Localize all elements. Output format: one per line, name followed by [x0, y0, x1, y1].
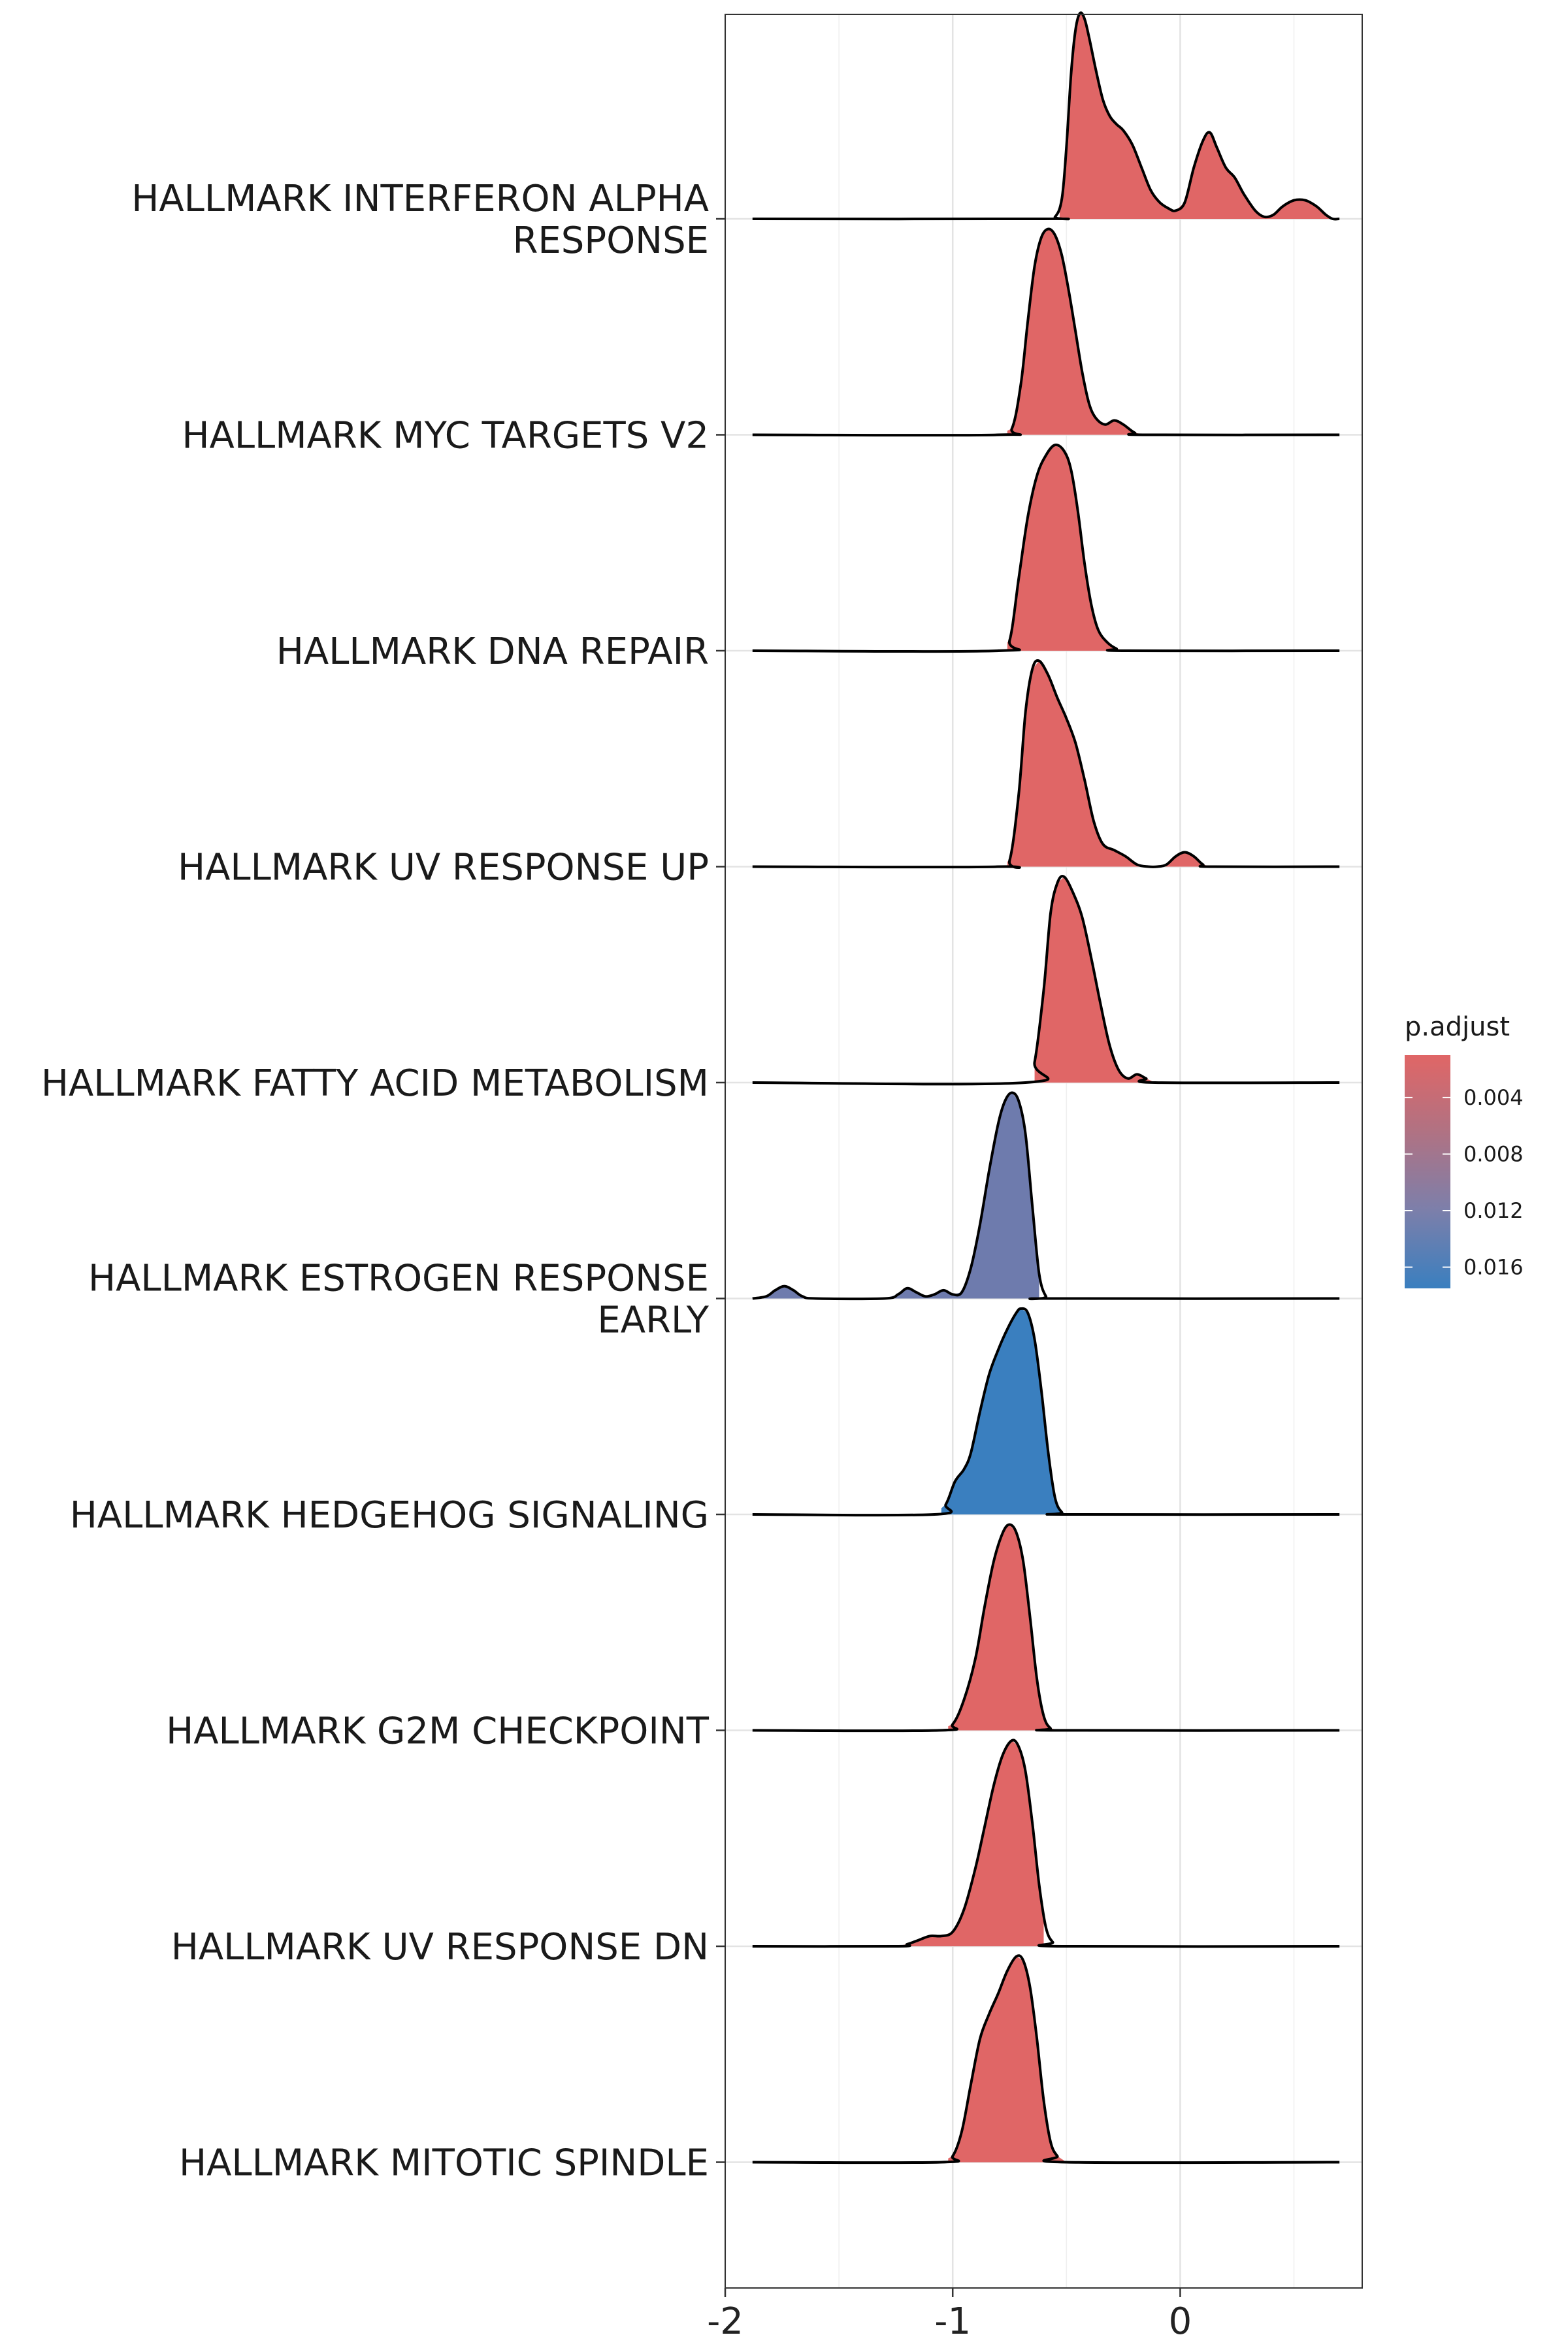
ridge-outline [752, 1307, 1340, 1517]
ridge-fill [948, 1956, 1067, 2163]
y-category-label: HALLMARK HEDGEHOG SIGNALING [70, 1494, 709, 1537]
ridge-10 [752, 1954, 1340, 2164]
y-category-label: HALLMARK UV RESPONSE UP [178, 847, 709, 889]
y-category-label: HALLMARK G2M CHECKPOINT [166, 1710, 710, 1753]
legend-tick-label: 0.004 [1463, 1085, 1524, 1110]
ridge-fill [1007, 445, 1135, 651]
ridge-outline [752, 875, 1340, 1086]
legend-tick-label: 0.012 [1463, 1198, 1524, 1223]
legend: p.adjust 0.004 0.008 0.012 0.016 [1405, 1012, 1524, 1288]
panel-border [725, 14, 1363, 2289]
ridge-7 [752, 1307, 1340, 1517]
legend-colorbar [1405, 1055, 1450, 1288]
ridge-fill [1007, 229, 1151, 435]
ridge-fill [1059, 13, 1331, 219]
ridge-outline [752, 1091, 1340, 1301]
ridge-outline [752, 1523, 1340, 1733]
ridge-fill [752, 1092, 1039, 1299]
ridge-outline [752, 443, 1340, 653]
y-category-label: HALLMARK DNA REPAIR [276, 630, 709, 673]
ridge-outline [752, 659, 1340, 870]
x-tick-label: 0 [1169, 2300, 1192, 2343]
y-category-label: HALLMARK MYC TARGETS V2 [182, 415, 709, 457]
legend-tick-label: 0.016 [1463, 1255, 1524, 1280]
y-category-label: HALLMARK INTERFERON ALPHA [131, 178, 709, 220]
ridge-fill [902, 1740, 1044, 1946]
ridge-outline [752, 1739, 1340, 1948]
ridge-fill [1034, 877, 1162, 1083]
ridge-3 [752, 443, 1340, 653]
ridge-2 [752, 227, 1340, 437]
ridge-outline [752, 1954, 1340, 2164]
y-category-label: RESPONSE [512, 220, 709, 262]
legend-title: p.adjust [1405, 1012, 1510, 1042]
x-tick-label: -1 [934, 2300, 971, 2343]
y-category-label: HALLMARK MITOTIC SPINDLE [179, 2142, 709, 2185]
ridge-4 [752, 659, 1340, 870]
ridge-5 [752, 875, 1340, 1086]
ridge-fill [941, 1309, 1067, 1514]
x-tick-label: -2 [707, 2300, 743, 2343]
ridge-outline [752, 227, 1340, 437]
ridge-8 [752, 1523, 1340, 1733]
y-category-label: HALLMARK FATTY ACID METABOLISM [41, 1062, 709, 1105]
legend-tick-label: 0.008 [1463, 1141, 1524, 1166]
ridge-6 [752, 1091, 1340, 1301]
y-category-label: HALLMARK UV RESPONSE DN [171, 1926, 709, 1968]
y-category-label: EARLY [597, 1299, 709, 1342]
ridge-9 [752, 1739, 1340, 1948]
ridge-fill [1007, 661, 1222, 867]
ridges-layer [752, 11, 1340, 2164]
ridge-1 [752, 11, 1340, 221]
ridge-fill [948, 1524, 1058, 1731]
ridge-outline [752, 11, 1340, 221]
y-category-label: HALLMARK ESTROGEN RESPONSE [88, 1258, 709, 1300]
